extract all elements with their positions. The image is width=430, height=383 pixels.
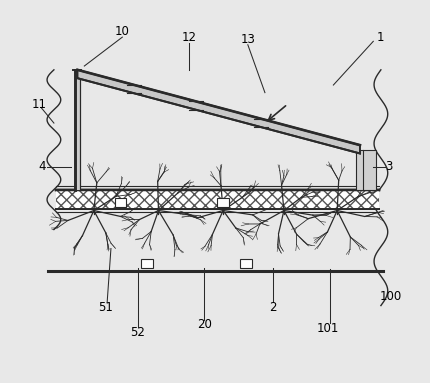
Bar xyxy=(217,198,228,207)
Bar xyxy=(114,198,126,207)
Bar xyxy=(240,259,251,268)
Text: 101: 101 xyxy=(316,322,338,335)
Text: 2: 2 xyxy=(268,301,276,314)
Text: 13: 13 xyxy=(240,33,255,46)
Text: 52: 52 xyxy=(130,326,144,339)
Text: 51: 51 xyxy=(98,301,112,314)
Text: 12: 12 xyxy=(181,31,196,44)
Text: 10: 10 xyxy=(115,25,129,38)
Bar xyxy=(55,190,378,209)
Text: 3: 3 xyxy=(384,160,391,173)
Text: 20: 20 xyxy=(196,318,211,331)
Bar xyxy=(55,190,378,209)
Text: 100: 100 xyxy=(378,290,401,303)
Text: 4: 4 xyxy=(39,160,46,173)
Polygon shape xyxy=(77,70,359,154)
Text: 11: 11 xyxy=(31,98,46,111)
Bar xyxy=(75,70,80,190)
Bar xyxy=(141,259,152,268)
Text: 1: 1 xyxy=(376,31,384,44)
Bar xyxy=(355,150,375,190)
